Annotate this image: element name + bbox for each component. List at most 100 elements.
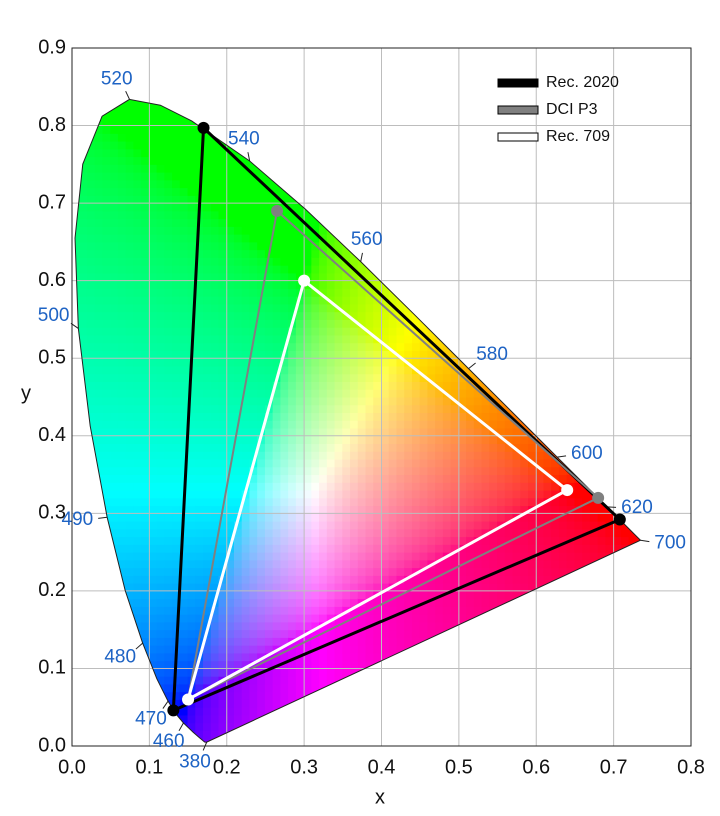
color-cell [357,179,367,189]
color-cell [435,373,444,382]
color-cell [357,256,367,266]
color-cell [226,156,235,165]
color-cell [164,450,174,460]
color-cell [233,326,243,336]
color-cell [110,729,119,739]
color-cell [102,342,112,351]
color-cell [427,132,437,142]
color-cell [233,179,243,189]
color-cell [512,311,522,320]
color-cell [226,101,235,111]
color-cell [94,636,104,646]
color-cell [172,326,181,336]
color-cell [195,326,205,336]
color-cell [311,357,321,367]
color-cell [319,489,328,499]
color-cell [489,171,499,181]
color-cell [326,396,336,406]
color-cell [326,497,336,507]
color-cell [404,497,413,507]
color-cell [396,404,406,414]
color-cell [133,272,143,282]
color-cell [342,520,352,530]
color-cell [156,474,166,483]
color-cell [295,311,305,320]
color-cell [373,574,382,584]
color-cell [512,706,522,716]
color-cell [489,303,499,313]
color-cell [257,629,266,638]
color-cell [75,218,81,227]
color-cell [226,551,235,561]
color-cell [365,667,375,677]
color-cell [164,318,174,328]
color-cell [94,458,104,468]
color-cell [141,303,150,313]
color-cell [388,474,398,483]
color-cell [94,187,104,196]
color-cell [148,109,158,119]
color-cell [388,101,398,111]
color-cell [94,613,104,623]
color-cell [125,667,135,677]
color-cell [210,667,220,677]
color-cell [125,636,135,646]
color-cell [203,202,212,212]
color-cell [404,737,413,743]
color-cell [350,567,359,576]
color-cell [280,443,290,452]
color-cell [141,311,150,320]
color-cell [342,458,352,468]
color-cell [148,450,158,460]
color-cell [148,101,158,111]
color-cell [473,613,483,623]
color-cell [404,706,413,716]
color-cell [264,156,274,165]
color-cell [450,512,460,522]
color-cell [450,590,460,600]
color-cell [164,272,174,282]
color-cell [295,489,305,499]
color-cell [497,303,506,313]
color-cell [195,474,205,483]
color-cell [404,365,413,375]
color-cell [295,497,305,507]
color-cell [164,241,174,251]
color-cell [373,613,382,623]
color-cell [257,194,266,204]
color-cell [442,311,452,320]
color-cell [357,287,367,297]
color-cell [365,582,375,592]
color-cell [396,629,406,638]
color-cell [450,698,460,708]
color-cell [489,737,499,743]
color-cell [512,163,522,173]
color-cell [311,675,321,685]
color-cell [179,373,189,382]
color-cell [512,249,522,258]
color-cell [319,644,328,654]
color-cell [326,505,336,514]
color-cell [388,559,398,569]
color-cell [233,489,243,499]
color-cell [79,280,88,289]
color-cell [350,636,359,646]
color-cell [504,574,514,584]
color-cell [86,543,96,553]
color-cell [342,691,352,700]
color-cell [466,683,475,693]
color-cell [172,86,181,95]
color-cell [148,629,158,638]
color-cell [350,450,359,460]
color-cell [481,598,491,607]
color-cell [342,280,352,289]
color-cell [94,241,104,251]
color-cell [334,528,344,538]
color-cell [450,287,460,297]
color-cell [218,272,228,282]
color-cell [512,667,522,677]
color-cell [86,349,96,359]
color-cell [264,125,274,134]
color-cell [512,443,522,452]
color-cell [319,574,328,584]
